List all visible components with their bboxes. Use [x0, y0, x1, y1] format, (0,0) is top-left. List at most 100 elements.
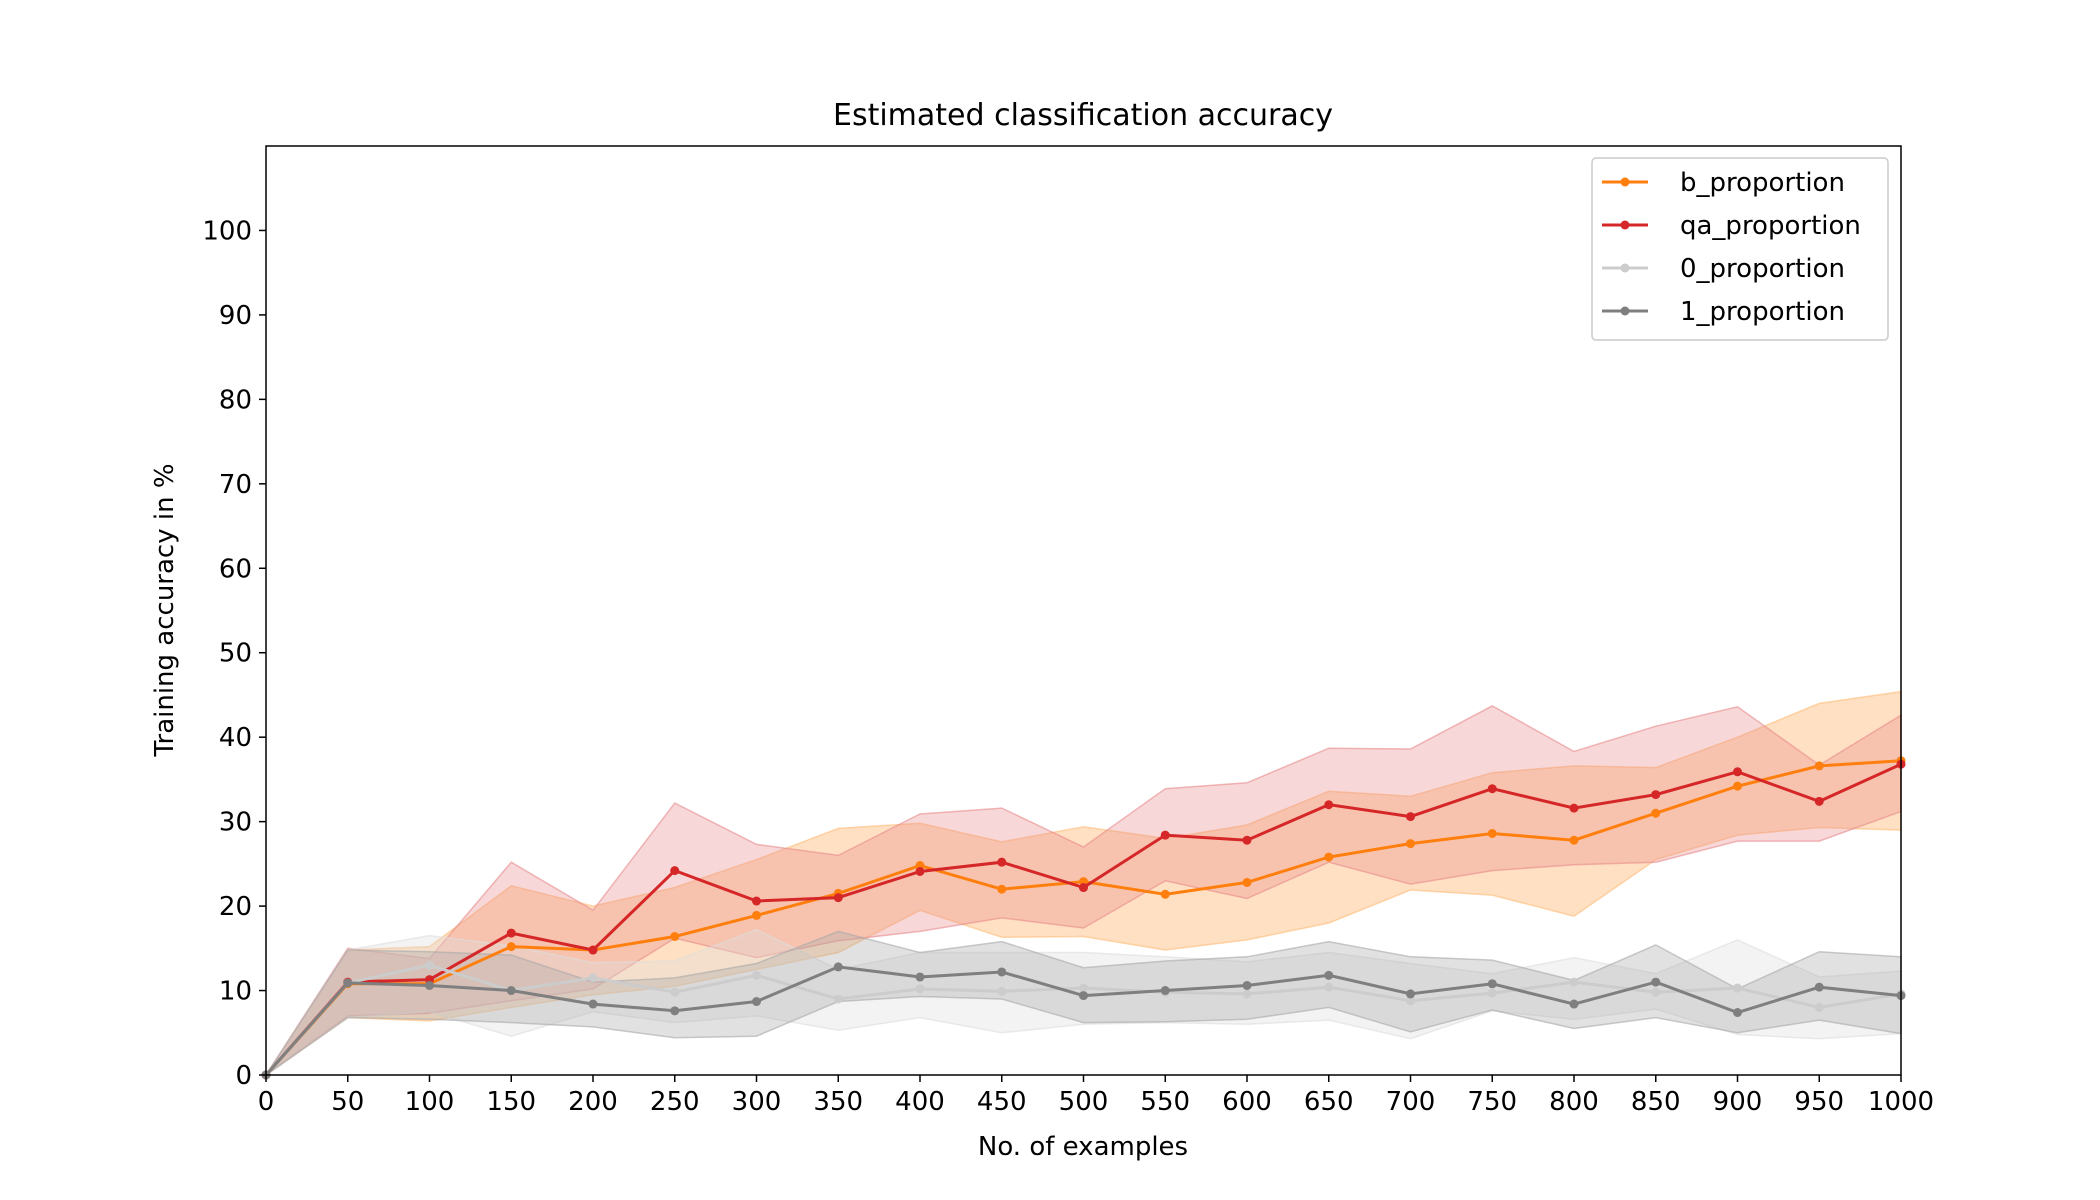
- data-point-qa_proportion-350: [833, 893, 843, 903]
- data-point-b_proportion-850: [1651, 808, 1661, 818]
- data-point-0_proportion-400: [915, 984, 925, 994]
- data-point-0_proportion-500: [1079, 983, 1088, 993]
- data-point-0_proportion-950: [1814, 1002, 1824, 1012]
- x-tick-label: 850: [1631, 1087, 1681, 1117]
- data-point-b_proportion-550: [1160, 889, 1170, 899]
- data-point-qa_proportion-750: [1487, 784, 1497, 794]
- data-point-0_proportion-350: [833, 994, 843, 1004]
- data-point-qa_proportion-500: [1079, 883, 1088, 893]
- data-point-1_proportion-50: [343, 978, 353, 988]
- data-point-1_proportion-450: [997, 967, 1007, 977]
- legend-label-0_proportion: 0_proportion: [1680, 254, 1845, 284]
- data-point-1_proportion-950: [1814, 982, 1824, 992]
- data-point-1_proportion-650: [1324, 970, 1334, 980]
- data-point-1_proportion-750: [1487, 979, 1497, 989]
- data-point-b_proportion-750: [1487, 828, 1497, 838]
- x-tick-label: 400: [895, 1087, 945, 1117]
- data-point-qa_proportion-600: [1242, 835, 1252, 845]
- data-point-0_proportion-100: [425, 960, 434, 970]
- data-point-qa_proportion-200: [588, 945, 598, 955]
- data-point-qa_proportion-550: [1160, 830, 1170, 840]
- y-tick-label: 50: [219, 639, 252, 669]
- x-tick-label: 800: [1549, 1087, 1599, 1117]
- x-tick-label: 0: [258, 1087, 275, 1117]
- data-point-1_proportion-200: [588, 999, 598, 1009]
- x-tick-label: 50: [331, 1087, 364, 1117]
- x-tick-label: 650: [1304, 1087, 1354, 1117]
- y-axis-label: Training accuracy in %: [150, 463, 180, 757]
- x-axis: 0 50 100 150 200 250 300 350 400 450 500 550 600 650 7…: [258, 1075, 1934, 1117]
- x-tick-label: 600: [1222, 1087, 1272, 1117]
- legend: b_proportion qa_proportion 0_proportion 1_p…: [1591, 157, 1889, 341]
- x-tick-label: 550: [1140, 1087, 1190, 1117]
- x-tick-label: 900: [1713, 1087, 1763, 1117]
- data-point-0_proportion-750: [1487, 988, 1497, 998]
- data-point-b_proportion-700: [1406, 839, 1415, 849]
- data-point-0_proportion-800: [1569, 977, 1579, 987]
- data-point-0_proportion-600: [1242, 989, 1252, 999]
- data-point-0_proportion-450: [997, 986, 1007, 996]
- y-axis: 0 10 20 30 40 50 60 70 80 90 100: [202, 216, 266, 1091]
- data-point-qa_proportion-800: [1569, 803, 1579, 813]
- x-tick-label: 950: [1794, 1087, 1844, 1117]
- data-point-1_proportion-850: [1651, 977, 1661, 987]
- y-tick-label: 60: [219, 554, 252, 584]
- legend-label-qa_proportion: qa_proportion: [1680, 211, 1861, 241]
- data-point-1_proportion-350: [833, 962, 843, 972]
- data-point-1_proportion-400: [915, 972, 925, 982]
- x-tick-label: 150: [486, 1087, 536, 1117]
- data-point-1_proportion-100: [425, 980, 434, 990]
- data-point-qa_proportion-700: [1406, 812, 1415, 822]
- legend-label-1_proportion: 1_proportion: [1680, 297, 1845, 327]
- x-axis-label: No. of examples: [978, 1132, 1188, 1162]
- legend-marker-0_proportion: [1620, 263, 1630, 273]
- y-tick-label: 0: [235, 1061, 252, 1091]
- data-point-0_proportion-650: [1324, 982, 1334, 992]
- data-point-qa_proportion-400: [915, 866, 925, 876]
- data-point-b_proportion-800: [1569, 835, 1579, 845]
- data-point-b_proportion-950: [1814, 761, 1824, 771]
- x-tick-label: 100: [405, 1087, 455, 1117]
- data-point-0_proportion-200: [588, 973, 598, 983]
- y-tick-label: 30: [219, 808, 252, 838]
- x-tick-label: 750: [1467, 1087, 1517, 1117]
- data-point-1_proportion-550: [1160, 986, 1170, 996]
- data-point-qa_proportion-300: [752, 896, 761, 906]
- y-tick-label: 100: [202, 216, 252, 246]
- x-tick-label: 700: [1386, 1087, 1436, 1117]
- data-point-qa_proportion-250: [670, 866, 680, 876]
- data-point-1_proportion-800: [1569, 999, 1579, 1009]
- data-point-0_proportion-850: [1651, 987, 1661, 997]
- data-point-1_proportion-150: [506, 986, 516, 996]
- data-point-0_proportion-900: [1733, 983, 1742, 993]
- data-point-0_proportion-700: [1406, 996, 1415, 1006]
- data-point-b_proportion-450: [997, 884, 1007, 894]
- legend-marker-1_proportion: [1620, 306, 1630, 316]
- x-tick-label: 200: [568, 1087, 618, 1117]
- data-point-1_proportion-500: [1079, 991, 1088, 1001]
- data-point-qa_proportion-900: [1733, 767, 1742, 777]
- y-tick-label: 70: [219, 470, 252, 500]
- data-point-qa_proportion-850: [1651, 790, 1661, 800]
- x-tick-label: 500: [1059, 1087, 1109, 1117]
- data-point-1_proportion-600: [1242, 980, 1252, 990]
- data-point-1_proportion-700: [1406, 989, 1415, 999]
- y-tick-label: 80: [219, 385, 252, 415]
- data-point-b_proportion-150: [506, 942, 516, 952]
- data-point-0_proportion-250: [670, 987, 680, 997]
- y-tick-label: 20: [219, 892, 252, 922]
- data-point-b_proportion-900: [1733, 781, 1742, 791]
- data-point-qa_proportion-150: [506, 928, 516, 938]
- y-tick-label: 90: [219, 301, 252, 331]
- x-tick-label: 450: [977, 1087, 1027, 1117]
- data-point-b_proportion-250: [670, 931, 680, 941]
- data-point-0_proportion-300: [752, 970, 761, 980]
- data-point-1_proportion-900: [1733, 1008, 1742, 1018]
- legend-marker-qa_proportion: [1620, 220, 1630, 230]
- data-point-b_proportion-300: [752, 910, 761, 920]
- legend-box: [1591, 157, 1889, 341]
- y-tick-label: 40: [219, 723, 252, 753]
- data-point-b_proportion-650: [1324, 852, 1334, 862]
- x-tick-label: 300: [732, 1087, 782, 1117]
